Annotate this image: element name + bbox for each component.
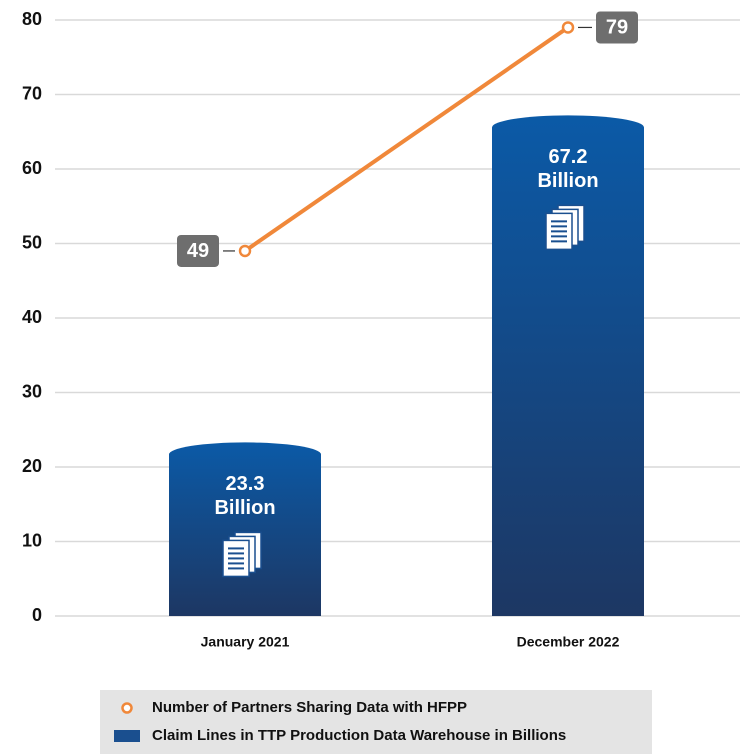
x-tick-label: January 2021 <box>201 634 290 650</box>
chart: 0 10 20 30 40 50 60 70 80 January 2021 December 20… <box>22 9 740 650</box>
legend-entry: Number of Partners Sharing Data with HFP… <box>114 699 467 716</box>
y-tick-label: 10 <box>22 530 42 550</box>
legend: Number of Partners Sharing Data with HFP… <box>100 690 652 754</box>
page-sheet <box>222 539 250 578</box>
bar-value-label: 23.3 Billion <box>214 473 276 520</box>
label-box <box>596 11 638 44</box>
bar <box>169 442 321 616</box>
label-box <box>177 234 219 267</box>
line-point <box>561 21 575 34</box>
legend-marker <box>114 729 140 742</box>
y-tick-label: 40 <box>22 307 42 327</box>
line-point <box>238 244 252 258</box>
y-tick-label: 60 <box>22 158 42 178</box>
y-tick-label: 80 <box>22 9 42 29</box>
legend-entry: Claim Lines in TTP Production Data Wareh… <box>114 727 566 744</box>
x-tick-label: December 2022 <box>517 634 620 650</box>
legend-label: Claim Lines in TTP Production Data Wareh… <box>152 727 567 744</box>
y-tick-label: 50 <box>22 232 42 252</box>
document-icon <box>222 531 262 578</box>
y-tick-label: 20 <box>22 456 42 476</box>
y-tick-label: 0 <box>32 605 42 625</box>
line <box>243 25 570 253</box>
y-tick-label: 30 <box>22 381 42 401</box>
document-icon <box>545 204 585 251</box>
line-value-label: 49 <box>187 240 209 262</box>
bar-value-label: 67.2 Billion <box>537 146 599 193</box>
legend-marker <box>121 701 133 714</box>
line-value-label: 79 <box>606 17 628 39</box>
bar <box>492 115 644 617</box>
y-tick-label: 70 <box>22 83 42 103</box>
legend-label: Number of Partners Sharing Data with HFP… <box>152 699 468 716</box>
